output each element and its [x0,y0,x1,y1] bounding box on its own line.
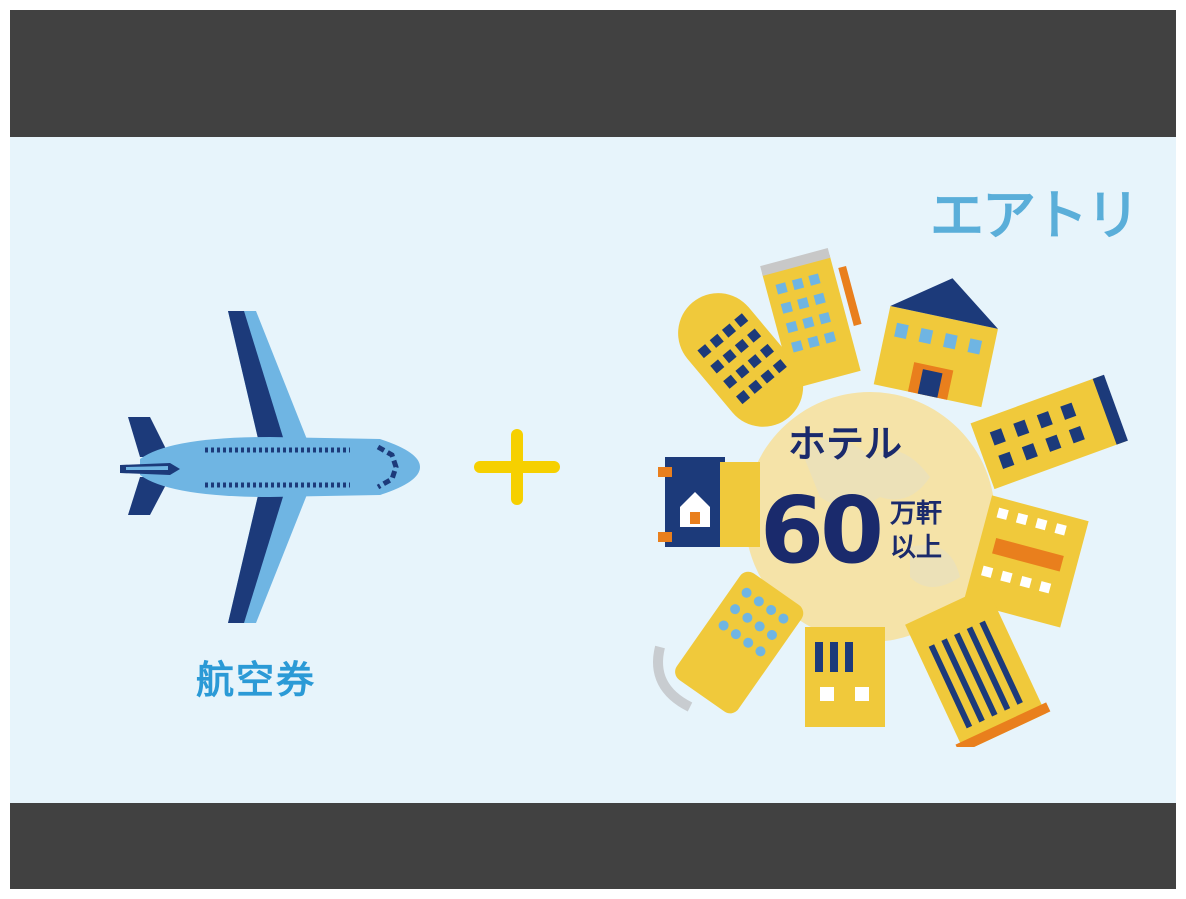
plus-icon [474,429,560,505]
letterbox-bottom [10,803,1176,889]
ad-stage: エアトリ 航空券 [10,137,1176,803]
video-frame: エアトリ 航空券 [10,10,1176,889]
airplane-icon [120,311,420,623]
hotel-count-unit: 万軒 以上 [890,497,970,565]
letterbox-top [10,10,1176,137]
hotel-unit-line1: 万軒 [890,499,943,529]
hotel-label: ホテル [788,422,903,466]
airline-ticket-label: 航空券 [196,658,317,702]
hotel-count: 60 [760,477,884,584]
hotel-unit-line2: 以上 [890,533,943,563]
hotel-globe-illustration [653,248,1128,747]
brand-logo: エアトリ [930,184,1140,247]
